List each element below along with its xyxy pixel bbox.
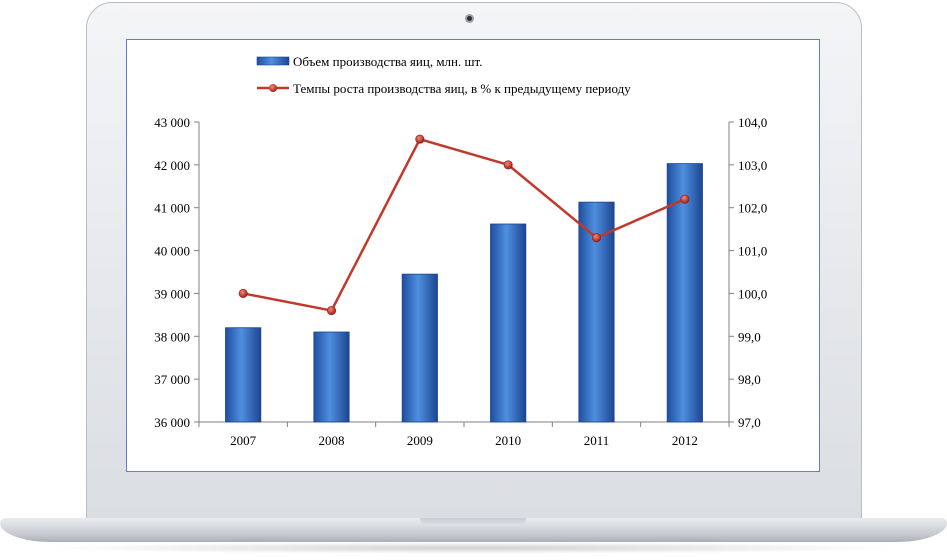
bars (225, 163, 703, 423)
x-tick-label: 2009 (407, 433, 433, 448)
growth-point-2007 (238, 288, 248, 298)
left-tick-label: 38 000 (154, 329, 190, 344)
legend: Объем производства яиц, млн. шт. Темпы р… (256, 54, 631, 96)
bar-2009 (401, 273, 438, 423)
bar-2010 (490, 223, 527, 423)
x-tick-label: 2007 (230, 433, 257, 448)
left-tick-label: 41 000 (154, 201, 190, 216)
growth-point-2012 (680, 194, 690, 204)
left-tick-label: 42 000 (154, 158, 190, 173)
right-tick-label: 103,0 (738, 158, 767, 173)
axes: 36 000 37 000 38 000 39 000 40 000 41 000 42 0… (154, 115, 767, 448)
right-tick-label: 99,0 (738, 329, 761, 344)
x-tick-label: 2012 (672, 433, 698, 448)
legend-line-label: Темпы роста производства яиц, в % к пред… (293, 81, 631, 96)
x-tick-label: 2011 (584, 433, 610, 448)
growth-point-2010 (503, 160, 513, 170)
x-tick-label: 2010 (495, 433, 521, 448)
legend-bar-swatch (256, 56, 290, 66)
bar-2007 (225, 327, 262, 423)
right-tick-label: 101,0 (738, 244, 767, 259)
right-tick-label: 98,0 (738, 372, 761, 387)
x-tick-label: 2008 (319, 433, 345, 448)
left-tick-label: 36 000 (154, 415, 190, 430)
laptop-shadow (40, 542, 907, 554)
right-tick-label: 100,0 (738, 286, 767, 301)
left-tick-label: 40 000 (154, 244, 190, 259)
right-tick-label: 104,0 (738, 115, 767, 130)
left-tick-label: 37 000 (154, 372, 190, 387)
growth-point-2009 (415, 134, 425, 144)
bar-2012 (666, 163, 703, 423)
growth-point-2008 (326, 306, 336, 316)
camera-icon (465, 14, 474, 23)
left-tick-label: 43 000 (154, 115, 190, 130)
laptop-base-notch (420, 518, 526, 526)
growth-line-path (242, 137, 686, 312)
right-tick-label: 97,0 (738, 415, 761, 430)
legend-line-marker (269, 84, 277, 92)
legend-bar-label: Объем производства яиц, млн. шт. (293, 54, 482, 69)
right-tick-label: 102,0 (738, 201, 767, 216)
growth-point-2011 (591, 233, 601, 243)
bar-2008 (313, 331, 350, 423)
left-tick-label: 39 000 (154, 286, 190, 301)
growth-line (238, 134, 690, 316)
